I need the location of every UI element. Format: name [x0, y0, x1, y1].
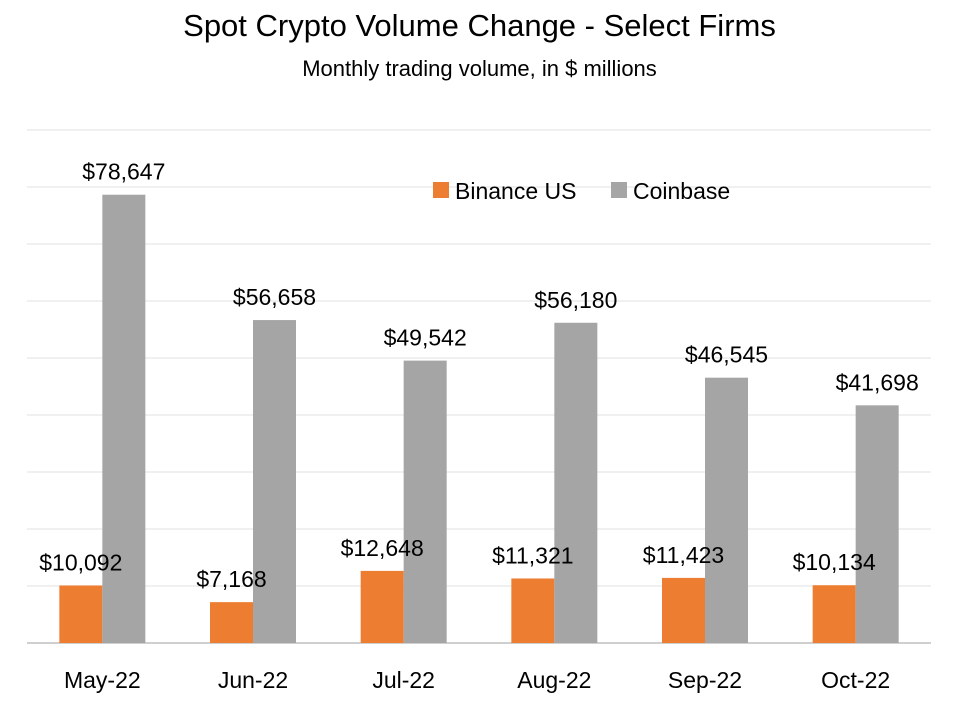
bars	[59, 194, 899, 643]
bar-binance-us-oct-22	[812, 585, 856, 643]
gridlines	[27, 129, 931, 587]
x-axis-tick-labels: May-22 Jun-22 Jul-22 Aug-22 Sep-22 Oct-22	[64, 667, 890, 693]
chart-title: Spot Crypto Volume Change - Select Firms	[183, 8, 776, 43]
data-label-coinbase-jul-22: $49,542	[384, 325, 467, 351]
data-label-binance-us-aug-22: $11,321	[492, 542, 573, 568]
chart-subtitle: Monthly trading volume, in $ millions	[302, 56, 657, 81]
bar-coinbase-jun-22	[253, 320, 296, 643]
x-tick-label-sep-22: Sep-22	[668, 667, 742, 693]
bar-coinbase-sep-22	[705, 377, 748, 643]
legend-label-coinbase: Coinbase	[633, 178, 730, 204]
data-label-binance-us-jul-22: $12,648	[341, 535, 424, 561]
data-labels: $10,092 $78,647 $7,168 $56,658 $12,648 $49,54…	[39, 159, 918, 592]
data-label-coinbase-jun-22: $56,658	[233, 284, 316, 310]
data-label-binance-us-oct-22: $10,134	[793, 549, 876, 575]
bar-binance-us-aug-22	[511, 578, 555, 643]
bar-coinbase-aug-22	[554, 322, 598, 643]
data-label-binance-us-sep-22: $11,423	[643, 542, 724, 568]
x-tick-label-may-22: May-22	[64, 667, 141, 693]
x-tick-label-aug-22: Aug-22	[517, 667, 591, 693]
x-tick-label-jun-22: Jun-22	[218, 667, 288, 693]
data-label-coinbase-sep-22: $46,545	[685, 342, 768, 368]
bar-binance-us-sep-22	[662, 577, 705, 643]
x-tick-label-oct-22: Oct-22	[821, 667, 890, 693]
legend: Binance US Coinbase	[433, 178, 730, 204]
data-label-coinbase-oct-22: $41,698	[836, 369, 919, 395]
bar-binance-us-may-22	[59, 585, 103, 643]
bar-coinbase-may-22	[102, 194, 146, 643]
x-tick-label-jul-22: Jul-22	[372, 667, 435, 693]
legend-swatch-binance-us	[433, 182, 449, 198]
bar-coinbase-jul-22	[403, 360, 447, 643]
data-label-coinbase-may-22: $78,647	[82, 159, 165, 185]
data-label-binance-us-jun-22: $7,168	[196, 566, 266, 592]
data-label-binance-us-may-22: $10,092	[39, 549, 122, 575]
bar-coinbase-oct-22	[855, 405, 899, 643]
bar-binance-us-jul-22	[360, 570, 404, 643]
bar-binance-us-jun-22	[210, 602, 253, 643]
legend-label-binance-us: Binance US	[455, 178, 576, 204]
data-label-coinbase-aug-22: $56,180	[534, 287, 617, 313]
legend-swatch-coinbase	[611, 182, 627, 198]
